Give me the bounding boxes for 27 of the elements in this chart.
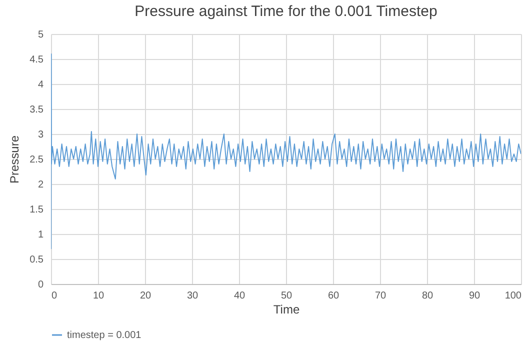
y-tick-label: 2 [38, 180, 44, 190]
y-tick-label: 3 [38, 130, 44, 140]
x-tick-label: 20 [140, 290, 152, 302]
y-axis-title: Pressure [8, 135, 22, 184]
x-tick-label: 0 [52, 290, 58, 302]
x-tick-label: 50 [280, 290, 292, 302]
y-tick-label: 5 [38, 30, 44, 40]
y-tick-label: 2.5 [30, 154, 44, 166]
y-tick-label: 1 [38, 230, 44, 240]
line-series [51, 54, 521, 250]
x-axis-title: Time [273, 302, 300, 316]
x-tick-label: 40 [234, 290, 246, 302]
x-tick-label: 90 [468, 290, 480, 302]
y-tick-label: 4 [38, 80, 44, 90]
x-tick-label: 30 [186, 290, 198, 302]
y-tick-label: 0.5 [30, 254, 44, 266]
x-tick-label: 80 [422, 290, 434, 302]
x-tick-label: 10 [92, 290, 104, 302]
chart-title: Pressure against Time for the 0.001 Timestep [134, 3, 438, 20]
x-tick-label: 100 [504, 290, 522, 302]
y-tick-label: 4.5 [30, 54, 44, 66]
x-tick-label: 70 [374, 290, 386, 302]
x-tick-label: 60 [328, 290, 340, 302]
legend-label: timestep = 0.001 [67, 330, 142, 341]
y-tick-label: 3.5 [30, 104, 44, 116]
y-tick-label: 0 [38, 280, 44, 290]
y-tick-label: 1.5 [30, 204, 44, 216]
